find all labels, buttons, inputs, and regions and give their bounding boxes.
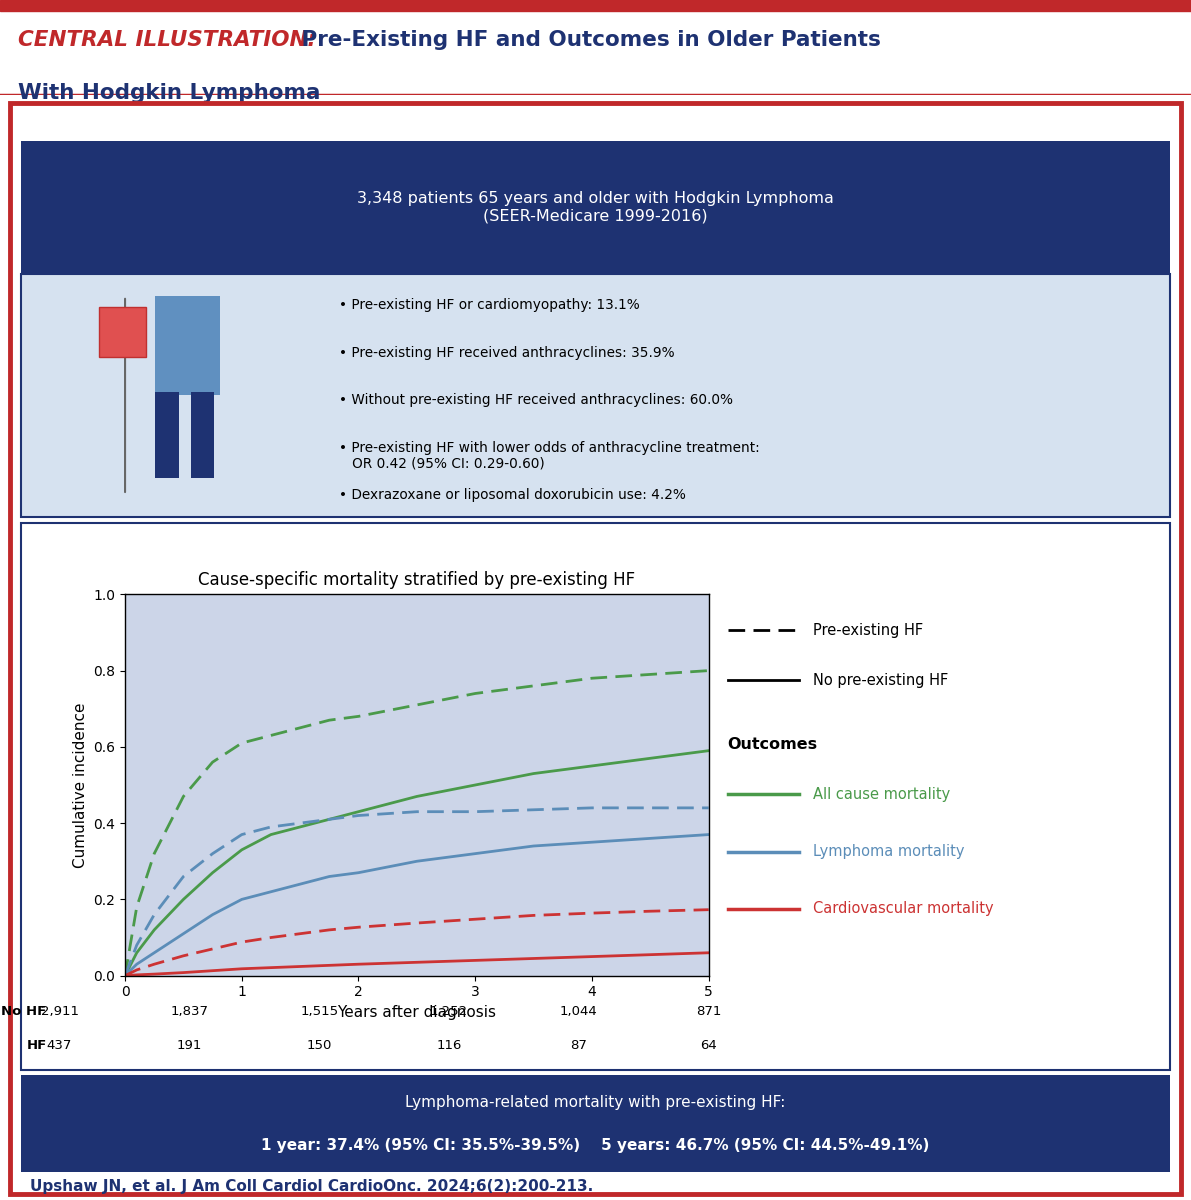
Text: 64: 64 xyxy=(700,1039,717,1052)
Text: 116: 116 xyxy=(436,1039,462,1052)
Text: 871: 871 xyxy=(696,1004,722,1018)
Text: All cause mortality: All cause mortality xyxy=(813,787,950,802)
Text: Outcomes: Outcomes xyxy=(728,737,818,752)
Text: • Pre-existing HF with lower odds of anthracycline treatment:
   OR 0.42 (95% CI: • Pre-existing HF with lower odds of ant… xyxy=(339,440,760,470)
Circle shape xyxy=(158,326,211,376)
Title: Cause-specific mortality stratified by pre-existing HF: Cause-specific mortality stratified by p… xyxy=(198,571,636,589)
FancyBboxPatch shape xyxy=(155,392,179,479)
Text: CENTRAL ILLUSTRATION:: CENTRAL ILLUSTRATION: xyxy=(18,30,316,50)
Text: 1,044: 1,044 xyxy=(560,1004,598,1018)
Text: No pre-existing HF: No pre-existing HF xyxy=(813,673,949,688)
Text: • Pre-existing HF or cardiomyopathy: 13.1%: • Pre-existing HF or cardiomyopathy: 13.… xyxy=(339,298,641,312)
Text: 3,348 patients 65 years and older with Hodgkin Lymphoma
(SEER-Medicare 1999-2016: 3,348 patients 65 years and older with H… xyxy=(357,191,834,223)
Text: • Pre-existing HF received anthracyclines: 35.9%: • Pre-existing HF received anthracycline… xyxy=(339,346,675,360)
Text: 1,515: 1,515 xyxy=(300,1004,338,1018)
FancyBboxPatch shape xyxy=(21,142,1170,274)
Text: 1 year: 37.4% (95% CI: 35.5%-39.5%)    5 years: 46.7% (95% CI: 44.5%-49.1%): 1 year: 37.4% (95% CI: 35.5%-39.5%) 5 ye… xyxy=(261,1138,930,1153)
FancyBboxPatch shape xyxy=(10,102,1181,1194)
Text: 191: 191 xyxy=(176,1039,202,1052)
FancyBboxPatch shape xyxy=(99,307,146,356)
Text: No HF: No HF xyxy=(1,1004,46,1018)
FancyBboxPatch shape xyxy=(155,296,220,396)
Text: 150: 150 xyxy=(306,1039,332,1052)
Text: Cardiovascular mortality: Cardiovascular mortality xyxy=(813,901,994,917)
Y-axis label: Cumulative incidence: Cumulative incidence xyxy=(73,702,88,868)
Text: Pre-Existing HF and Outcomes in Older Patients: Pre-Existing HF and Outcomes in Older Pa… xyxy=(294,30,881,50)
FancyBboxPatch shape xyxy=(21,274,1170,517)
FancyBboxPatch shape xyxy=(191,392,214,479)
Text: 2,911: 2,911 xyxy=(40,1004,79,1018)
Text: Upshaw JN, et al. J Am Coll Cardiol CardioOnc. 2024;6(2):200-213.: Upshaw JN, et al. J Am Coll Cardiol Card… xyxy=(30,1180,593,1194)
Text: 1,837: 1,837 xyxy=(170,1004,208,1018)
Text: Pre-existing HF: Pre-existing HF xyxy=(813,623,923,637)
Text: HF: HF xyxy=(26,1039,46,1052)
FancyBboxPatch shape xyxy=(21,1075,1170,1172)
FancyBboxPatch shape xyxy=(21,522,1170,1069)
Text: Lymphoma mortality: Lymphoma mortality xyxy=(813,844,965,859)
Bar xyxy=(0,0,1191,11)
Text: Lymphoma-related mortality with pre-existing HF:: Lymphoma-related mortality with pre-exis… xyxy=(405,1094,786,1110)
Text: With Hodgkin Lymphoma: With Hodgkin Lymphoma xyxy=(18,84,320,103)
Text: 1,252: 1,252 xyxy=(430,1004,468,1018)
Text: 437: 437 xyxy=(46,1039,73,1052)
Text: 87: 87 xyxy=(570,1039,587,1052)
X-axis label: Years after diagnosis: Years after diagnosis xyxy=(337,1004,497,1020)
Text: • Without pre-existing HF received anthracyclines: 60.0%: • Without pre-existing HF received anthr… xyxy=(339,394,734,407)
Text: • Dexrazoxane or liposomal doxorubicin use: 4.2%: • Dexrazoxane or liposomal doxorubicin u… xyxy=(339,488,686,503)
